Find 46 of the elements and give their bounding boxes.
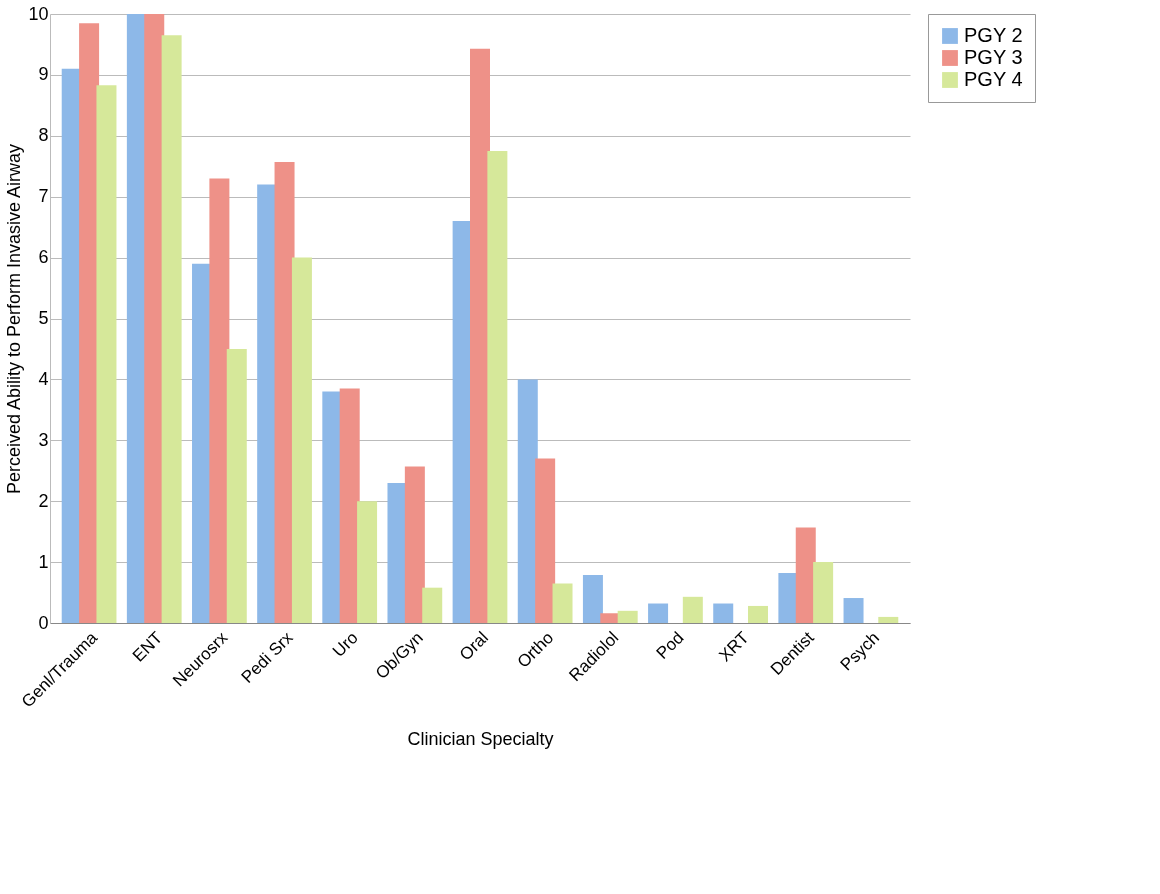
bar xyxy=(778,573,799,623)
bar xyxy=(843,598,864,623)
y-axis-title: Perceived Ability to Perform Invasive Airway xyxy=(4,143,25,495)
bar xyxy=(322,391,343,623)
y-tick-label: 2 xyxy=(38,490,49,511)
y-tick-label: 0 xyxy=(38,612,49,633)
bar xyxy=(648,603,669,623)
bar xyxy=(795,527,816,623)
x-axis-title: Clinician Specialty xyxy=(407,728,554,749)
bar xyxy=(144,14,165,623)
y-tick-label: 8 xyxy=(38,125,49,146)
bar xyxy=(357,501,378,623)
bar xyxy=(600,613,621,623)
y-tick-label: 7 xyxy=(38,186,49,207)
bar xyxy=(404,466,425,623)
x-tick-label: Oral xyxy=(455,628,493,665)
bar xyxy=(422,587,443,623)
bar xyxy=(713,603,734,623)
y-tick-label: 4 xyxy=(38,368,49,389)
bar xyxy=(339,388,360,623)
y-tick-label: 9 xyxy=(38,64,49,85)
bar xyxy=(617,610,638,623)
bar xyxy=(209,178,230,623)
bar xyxy=(96,85,117,623)
bar xyxy=(291,257,312,623)
bar xyxy=(487,151,508,623)
x-tick-label: Uro xyxy=(328,628,362,661)
bar xyxy=(682,596,703,623)
x-tick-label: Pod xyxy=(652,628,688,663)
legend-label: PGY 3 xyxy=(964,46,1023,68)
y-tick-label: 1 xyxy=(38,551,49,572)
y-tick-label: 3 xyxy=(38,429,49,450)
y-tick-label: 10 xyxy=(28,3,49,24)
bar xyxy=(582,574,603,623)
bar xyxy=(747,605,768,623)
bar xyxy=(552,583,573,623)
y-tick-label: 6 xyxy=(38,247,49,268)
bar xyxy=(535,458,556,623)
bar xyxy=(813,562,834,623)
bar xyxy=(387,482,408,623)
y-tick-label: 5 xyxy=(38,308,49,328)
bar xyxy=(161,35,182,623)
legend-label: PGY 2 xyxy=(964,24,1023,46)
bar xyxy=(226,348,247,623)
bar xyxy=(878,616,899,623)
legend-label: PGY 4 xyxy=(964,68,1023,90)
